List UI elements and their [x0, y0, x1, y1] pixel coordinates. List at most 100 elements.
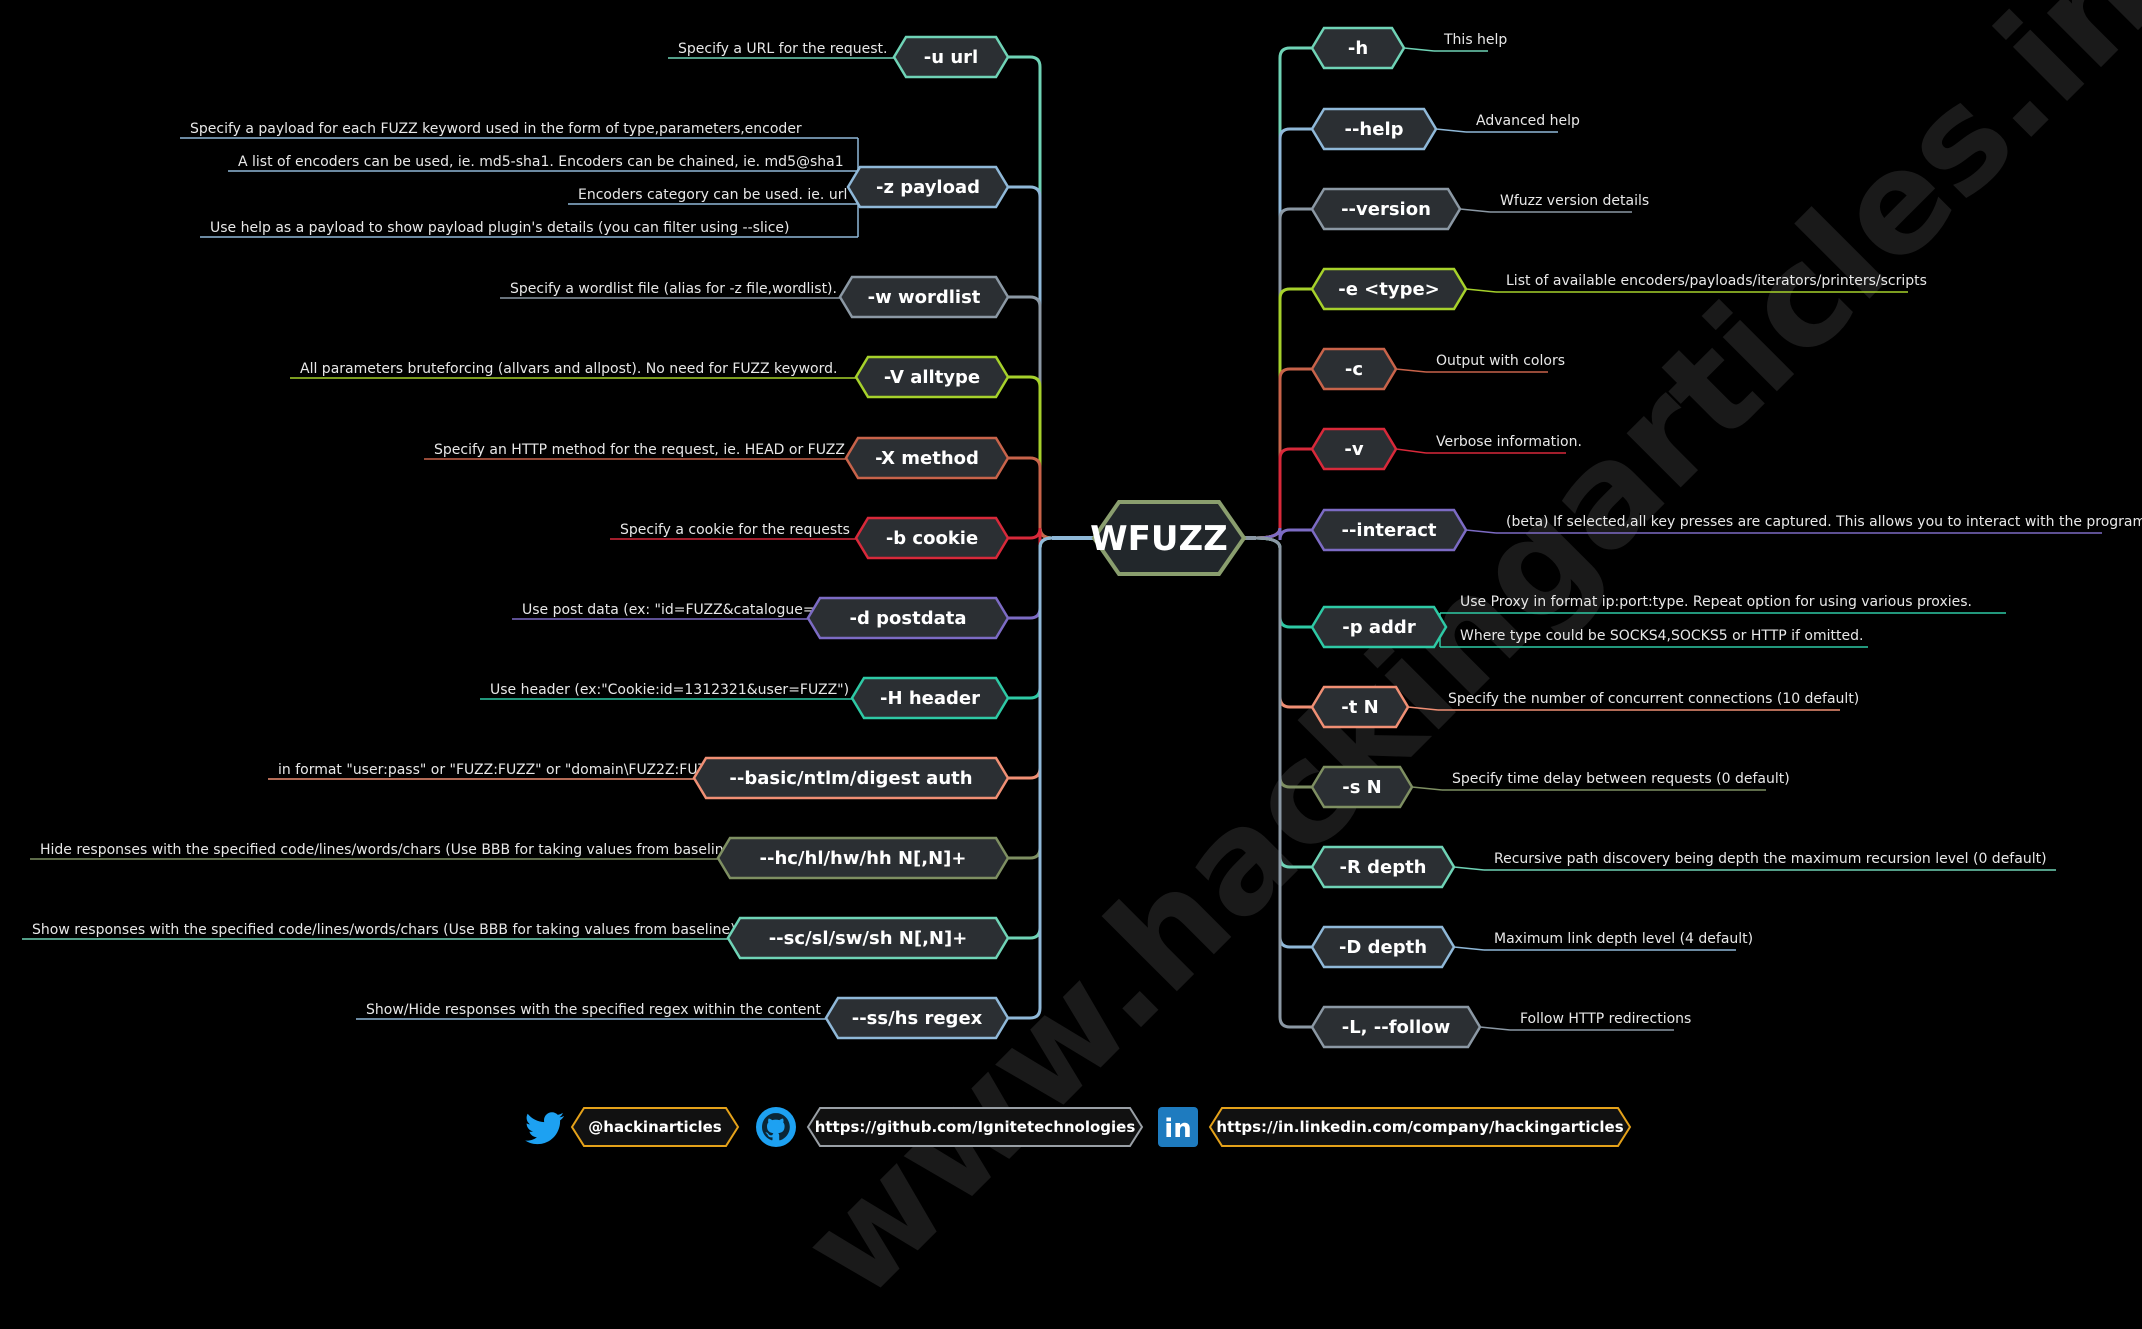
- desc-v-0: Verbose information.: [1436, 434, 1582, 450]
- node-ss-label: --ss/hs regex: [852, 1008, 983, 1029]
- octocat-shape: [762, 1112, 790, 1141]
- twitter-handle-link-text: @hackinarticles: [588, 1118, 722, 1136]
- node-z: -z payload: [846, 165, 1010, 209]
- github-link-text: https://github.com/Ignitetechnologies: [815, 1118, 1136, 1136]
- desc-connector-L-0: [1479, 1026, 1511, 1031]
- edge-X: [1008, 456, 1053, 540]
- node-R: -R depth: [1310, 845, 1456, 889]
- desc-d-0: Use post data (ex: "id=FUZZ&catalogue=1"…: [522, 602, 835, 618]
- wfuzz-mindmap: Specify a URL for the request. Specify a …: [22, 26, 2142, 1147]
- desc-w-0: Specify a wordlist file (alias for -z fi…: [510, 281, 837, 297]
- edge-h: [1255, 46, 1312, 540]
- edge-sc: [1008, 536, 1053, 940]
- node-u: -u url: [892, 35, 1010, 79]
- edge-version: [1255, 207, 1312, 540]
- node-p-label: -p addr: [1342, 617, 1416, 638]
- desc-z-3: Use help as a payload to show payload pl…: [210, 220, 790, 236]
- node-interact: --interact: [1310, 508, 1468, 552]
- edge-auth: [1008, 536, 1053, 780]
- edge-t: [1255, 536, 1312, 709]
- node-t-label: -t N: [1341, 697, 1378, 718]
- desc-auth-0: in format "user:pass" or "FUZZ:FUZZ" or …: [278, 762, 723, 778]
- node-help-shape: [1310, 107, 1438, 151]
- node-ss: --ss/hs regex: [824, 996, 1010, 1040]
- node-X: -X method: [844, 436, 1010, 480]
- node-help: --help: [1310, 107, 1438, 151]
- node-s-label: -s N: [1342, 777, 1382, 798]
- desc-z-0: Specify a payload for each FUZZ keyword …: [190, 121, 802, 137]
- desc-connector-R-0: [1453, 866, 1485, 871]
- desc-H-0: Use header (ex:"Cookie:id=1312321&user=F…: [490, 682, 849, 698]
- node-hc-shape: [716, 836, 1010, 880]
- desc-connector-help-0: [1435, 128, 1467, 133]
- desc-connector-e-0: [1465, 288, 1497, 293]
- node-p: -p addr: [1310, 605, 1448, 649]
- edge-v: [1255, 447, 1312, 540]
- node-v-shape: [1310, 427, 1398, 471]
- node-e: -e <type>: [1310, 267, 1468, 311]
- desc-connector-interact-0: [1465, 529, 1497, 534]
- node-ss-shape: [824, 996, 1010, 1040]
- node-L: -L, --follow: [1310, 1005, 1482, 1049]
- edge-z: [1008, 185, 1053, 540]
- desc-z-1: A list of encoders can be used, ie. md5-…: [238, 154, 844, 170]
- node-L-shape: [1310, 1005, 1482, 1049]
- edge-w: [1008, 295, 1053, 540]
- twitter-bird-icon: [525, 1112, 564, 1145]
- linkedin-link[interactable]: https://in.linkedin.com/company/hackinga…: [1208, 1107, 1632, 1147]
- edge-p: [1255, 536, 1312, 629]
- node-X-label: -X method: [875, 448, 979, 469]
- desc-X-0: Specify an HTTP method for the request, …: [434, 442, 845, 458]
- desc-t-0: Specify the number of concurrent connect…: [1448, 691, 1859, 707]
- desc-hc-0: Hide responses with the specified code/l…: [40, 842, 738, 858]
- edge-help: [1255, 127, 1312, 540]
- node-z-label: -z payload: [876, 177, 980, 198]
- node-interact-label: --interact: [1341, 520, 1436, 541]
- node-H-label: -H header: [880, 688, 980, 709]
- desc-connector-c-0: [1395, 368, 1427, 373]
- desc-p-0: Use Proxy in format ip:port:type. Repeat…: [1460, 594, 1972, 610]
- desc-h-0: This help: [1443, 32, 1507, 48]
- node-d-label: -d postdata: [850, 608, 967, 629]
- desc-z-2: Encoders category can be used. ie. url: [578, 187, 847, 203]
- desc-s-0: Specify time delay between requests (0 d…: [1452, 771, 1790, 787]
- node-z-shape: [846, 165, 1010, 209]
- twitter-handle-link[interactable]: @hackinarticles: [570, 1107, 740, 1147]
- linkedin-glyph: in: [1164, 1114, 1191, 1144]
- desc-connector-v-0: [1395, 448, 1427, 454]
- node-c-shape: [1310, 347, 1398, 391]
- node-R-label: -R depth: [1340, 857, 1427, 878]
- desc-version-0: Wfuzz version details: [1500, 193, 1649, 209]
- node-b-label: -b cookie: [886, 528, 978, 549]
- desc-D-0: Maximum link depth level (4 default): [1494, 931, 1753, 947]
- node-interact-shape: [1310, 508, 1468, 552]
- desc-p-1: Where type could be SOCKS4,SOCKS5 or HTT…: [1460, 628, 1863, 644]
- github-circle: [756, 1107, 796, 1147]
- footer: @hackinarticles https://github.com/Ignite…: [525, 1107, 1632, 1147]
- desc-interact-0: (beta) If selected,all key presses are c…: [1506, 514, 2142, 530]
- central-topic-title: WFUZZ: [1090, 519, 1228, 559]
- edge-D: [1255, 536, 1312, 949]
- linkedin-link-shape: [1208, 1107, 1632, 1147]
- node-w: -w wordlist: [838, 275, 1010, 319]
- linkedin-icon: in: [1158, 1107, 1198, 1147]
- github-link[interactable]: https://github.com/Ignitetechnologies: [806, 1107, 1144, 1147]
- node-e-shape: [1310, 267, 1468, 311]
- desc-ss-0: Show/Hide responses with the specified r…: [366, 1002, 821, 1018]
- node-h-shape: [1310, 26, 1406, 70]
- desc-help-0: Advanced help: [1476, 113, 1580, 129]
- node-u-label: -u url: [924, 47, 978, 68]
- desc-e-0: List of available encoders/payloads/iter…: [1506, 273, 1927, 289]
- option-nodes: -u url -z payload -w wordlist -V alltype -X …: [692, 26, 1482, 1049]
- node-V-label: -V alltype: [884, 367, 980, 388]
- connector-lines: [1008, 46, 1312, 1029]
- node-D-shape: [1310, 925, 1456, 969]
- node-v: -v: [1310, 427, 1398, 471]
- node-h: -h: [1310, 26, 1406, 70]
- node-L-label: -L, --follow: [1342, 1017, 1451, 1038]
- desc-sc-0: Show responses with the specified code/l…: [32, 922, 736, 938]
- desc-u-0: Specify a URL for the request.: [678, 41, 887, 57]
- github-link-shape: [806, 1107, 1144, 1147]
- node-auth: --basic/ntlm/digest auth: [692, 756, 1010, 800]
- node-version-label: --version: [1341, 199, 1431, 220]
